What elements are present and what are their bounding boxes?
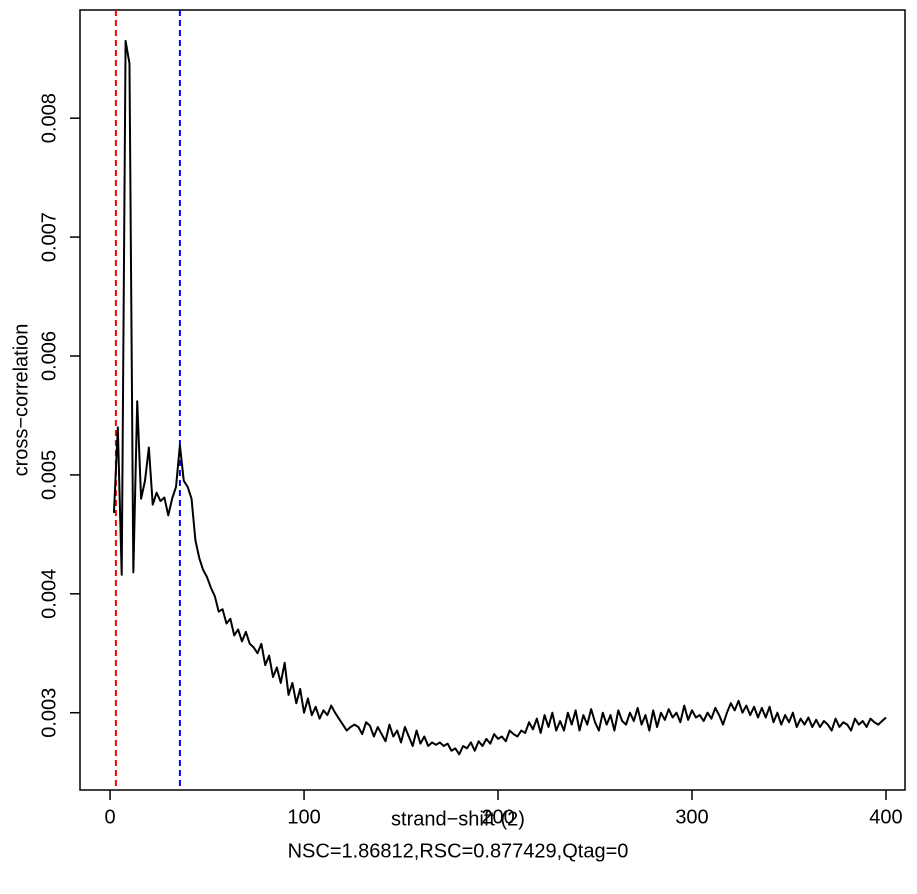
plot-box bbox=[79, 9, 906, 791]
y-tick-label: 0.003 bbox=[38, 688, 60, 738]
x-tick-label: 400 bbox=[869, 806, 902, 828]
x-axis-label: strand−shift (2) bbox=[391, 808, 525, 830]
x-tick-label: 0 bbox=[105, 806, 116, 828]
y-tick-label: 0.006 bbox=[38, 331, 60, 381]
data-line bbox=[112, 39, 887, 756]
y-tick-label: 0.004 bbox=[38, 569, 60, 619]
x-tick-label: 100 bbox=[287, 806, 320, 828]
y-tick-label: 0.005 bbox=[38, 450, 60, 500]
y-tick-label: 0.008 bbox=[38, 93, 60, 143]
x-tick-label: 200 bbox=[481, 806, 514, 828]
subtitle: NSC=1.86812,RSC=0.877429,Qtag=0 bbox=[288, 840, 629, 862]
x-tick-label: 300 bbox=[675, 806, 708, 828]
y-axis-label: cross−correlation bbox=[10, 324, 32, 477]
y-tick-label: 0.007 bbox=[38, 212, 60, 262]
